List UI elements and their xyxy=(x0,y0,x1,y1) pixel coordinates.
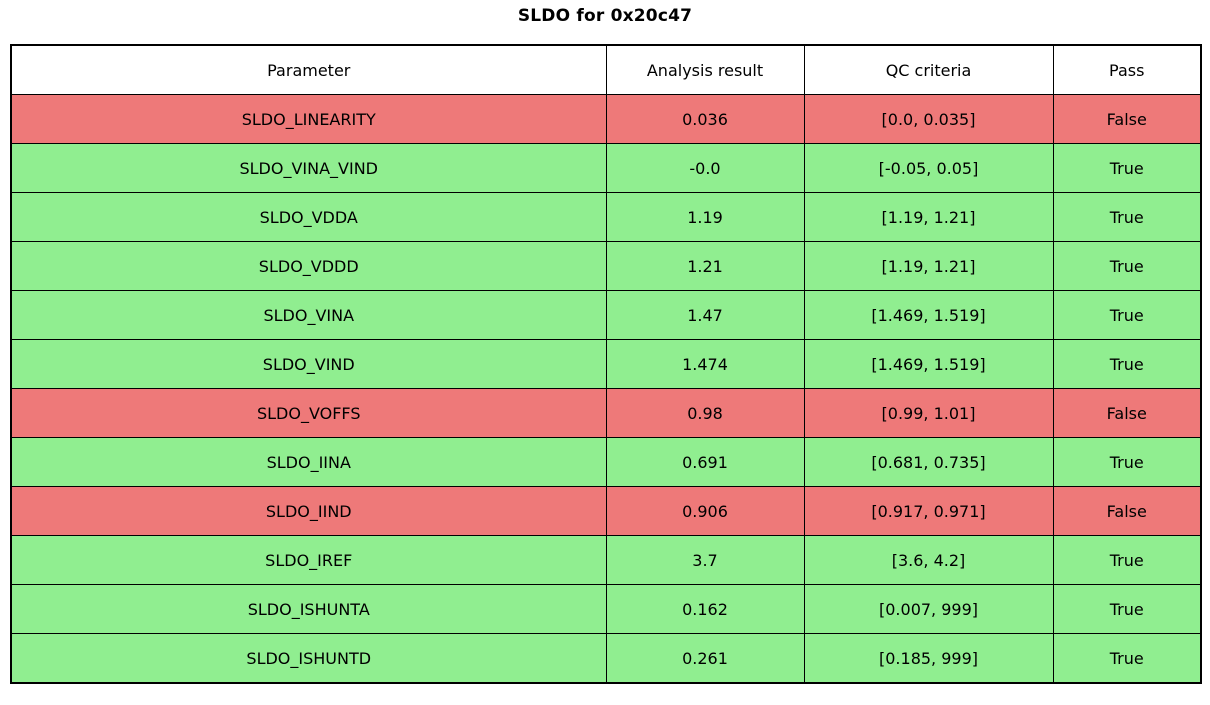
table-row: SLDO_VINA_VIND -0.0 [-0.05, 0.05] True xyxy=(10,143,1202,193)
table-row: SLDO_VIND 1.474 [1.469, 1.519] True xyxy=(10,339,1202,389)
analysis-result-cell: 0.98 xyxy=(605,388,805,438)
qc-criteria-cell: [1.19, 1.21] xyxy=(803,192,1054,242)
qc-criteria-cell: [0.0, 0.035] xyxy=(803,94,1054,144)
column-header-pass: Pass xyxy=(1052,44,1202,95)
table-row: SLDO_VOFFS 0.98 [0.99, 1.01] False xyxy=(10,388,1202,438)
table-row: SLDO_ISHUNTA 0.162 [0.007, 999] True xyxy=(10,584,1202,634)
analysis-result-cell: 1.474 xyxy=(605,339,805,389)
parameter-cell: SLDO_IIND xyxy=(10,486,607,536)
qc-criteria-cell: [0.917, 0.971] xyxy=(803,486,1054,536)
pass-cell: True xyxy=(1052,290,1202,340)
column-header-parameter: Parameter xyxy=(10,44,607,95)
table-row: SLDO_ISHUNTD 0.261 [0.185, 999] True xyxy=(10,633,1202,684)
parameter-cell: SLDO_VOFFS xyxy=(10,388,607,438)
parameter-cell: SLDO_VIND xyxy=(10,339,607,389)
qc-criteria-cell: [0.681, 0.735] xyxy=(803,437,1054,487)
pass-cell: True xyxy=(1052,339,1202,389)
pass-cell: True xyxy=(1052,633,1202,684)
table-row: SLDO_IINA 0.691 [0.681, 0.735] True xyxy=(10,437,1202,487)
qc-criteria-cell: [0.007, 999] xyxy=(803,584,1054,634)
analysis-result-cell: 0.036 xyxy=(605,94,805,144)
pass-cell: True xyxy=(1052,241,1202,291)
table-row: SLDO_VDDA 1.19 [1.19, 1.21] True xyxy=(10,192,1202,242)
pass-cell: True xyxy=(1052,192,1202,242)
table-row: SLDO_VINA 1.47 [1.469, 1.519] True xyxy=(10,290,1202,340)
qc-criteria-cell: [3.6, 4.2] xyxy=(803,535,1054,585)
analysis-result-cell: 0.691 xyxy=(605,437,805,487)
table-body: SLDO_LINEARITY 0.036 [0.0, 0.035] False … xyxy=(10,94,1202,684)
table-row: SLDO_IIND 0.906 [0.917, 0.971] False xyxy=(10,486,1202,536)
analysis-result-cell: -0.0 xyxy=(605,143,805,193)
page-title: SLDO for 0x20c47 xyxy=(517,6,693,26)
qc-criteria-cell: [0.99, 1.01] xyxy=(803,388,1054,438)
analysis-result-cell: 0.162 xyxy=(605,584,805,634)
parameter-cell: SLDO_VDDD xyxy=(10,241,607,291)
analysis-result-cell: 0.261 xyxy=(605,633,805,684)
analysis-result-cell: 0.906 xyxy=(605,486,805,536)
parameter-cell: SLDO_VINA xyxy=(10,290,607,340)
pass-cell: True xyxy=(1052,143,1202,193)
parameter-cell: SLDO_ISHUNTD xyxy=(10,633,607,684)
table-row: SLDO_VDDD 1.21 [1.19, 1.21] True xyxy=(10,241,1202,291)
parameter-cell: SLDO_ISHUNTA xyxy=(10,584,607,634)
qc-criteria-cell: [1.19, 1.21] xyxy=(803,241,1054,291)
parameter-cell: SLDO_VDDA xyxy=(10,192,607,242)
qc-criteria-cell: [-0.05, 0.05] xyxy=(803,143,1054,193)
analysis-result-cell: 1.19 xyxy=(605,192,805,242)
table-row: SLDO_LINEARITY 0.036 [0.0, 0.035] False xyxy=(10,94,1202,144)
qc-criteria-cell: [1.469, 1.519] xyxy=(803,290,1054,340)
pass-cell: False xyxy=(1052,388,1202,438)
parameter-cell: SLDO_IREF xyxy=(10,535,607,585)
parameter-cell: SLDO_LINEARITY xyxy=(10,94,607,144)
qc-criteria-cell: [1.469, 1.519] xyxy=(803,339,1054,389)
parameter-cell: SLDO_IINA xyxy=(10,437,607,487)
analysis-result-cell: 3.7 xyxy=(605,535,805,585)
column-header-analysis-result: Analysis result xyxy=(605,44,805,95)
pass-cell: True xyxy=(1052,584,1202,634)
pass-cell: True xyxy=(1052,437,1202,487)
pass-cell: False xyxy=(1052,486,1202,536)
analysis-result-cell: 1.21 xyxy=(605,241,805,291)
qc-results-table: Parameter Analysis result QC criteria Pa… xyxy=(10,44,1202,684)
table-row: SLDO_IREF 3.7 [3.6, 4.2] True xyxy=(10,535,1202,585)
parameter-cell: SLDO_VINA_VIND xyxy=(10,143,607,193)
pass-cell: True xyxy=(1052,535,1202,585)
qc-criteria-cell: [0.185, 999] xyxy=(803,633,1054,684)
analysis-result-cell: 1.47 xyxy=(605,290,805,340)
column-header-qc-criteria: QC criteria xyxy=(803,44,1054,95)
pass-cell: False xyxy=(1052,94,1202,144)
header-row: Parameter Analysis result QC criteria Pa… xyxy=(10,44,1202,95)
